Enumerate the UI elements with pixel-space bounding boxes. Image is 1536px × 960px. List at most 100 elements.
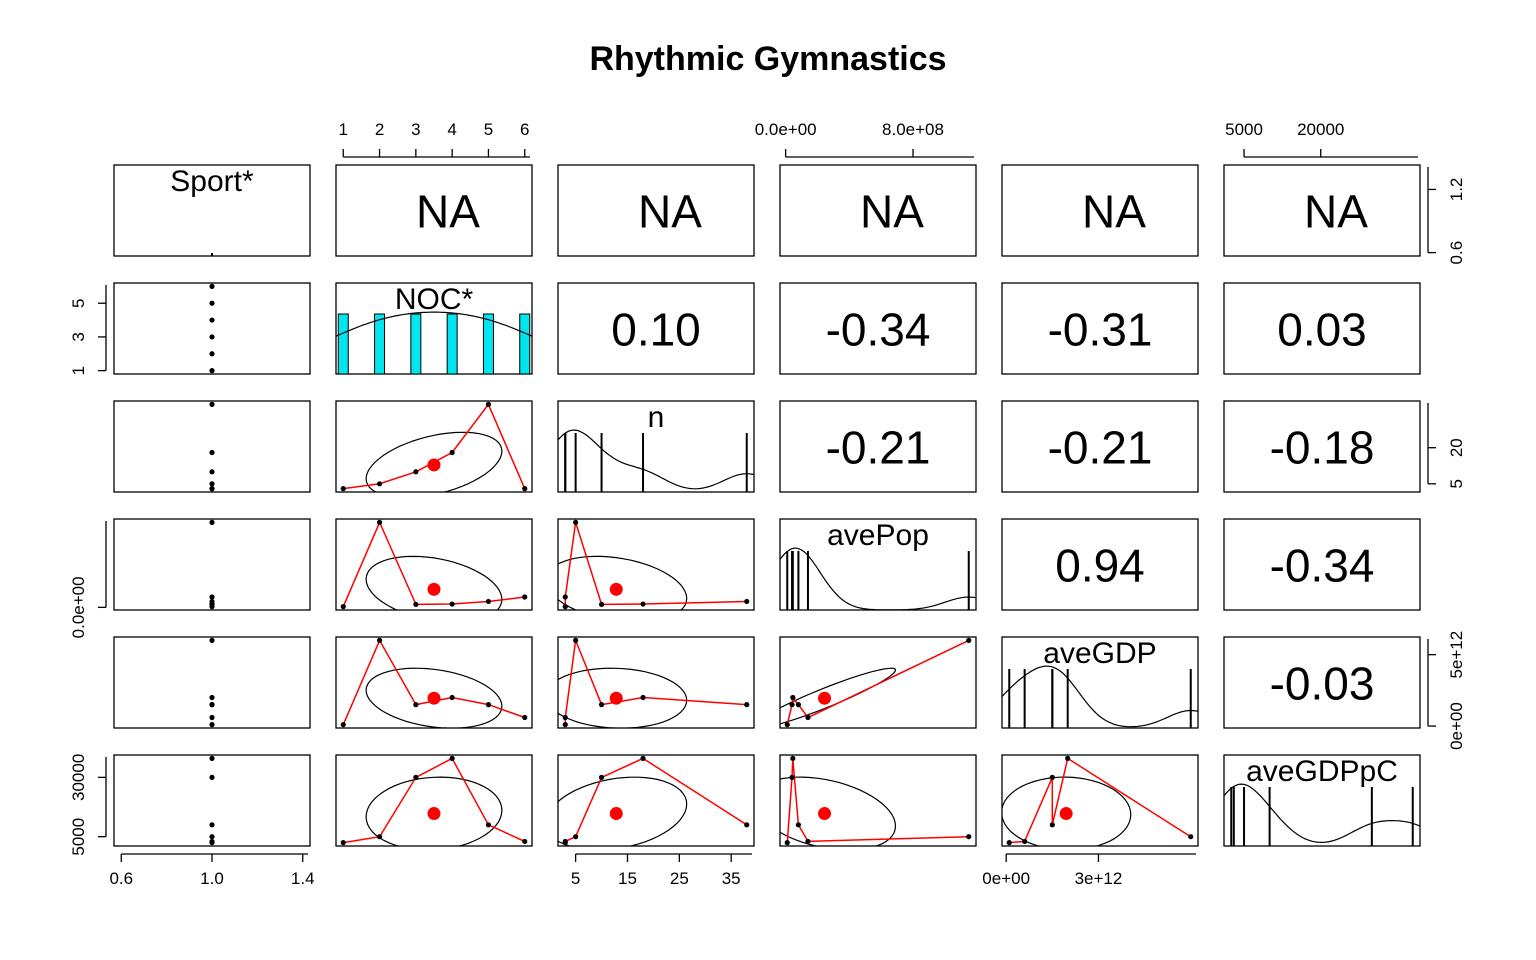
panel-frame-3-4 [1001,518,1199,611]
correlation-0-2: NA [638,186,702,238]
panel-frame-3-0 [113,518,311,611]
data-point-4-0-0 [209,722,215,728]
axis-top-1: 1 2 3 4 5 6 [339,120,530,158]
data-point-5-0-5 [209,838,215,845]
diagonal-3: avePop [779,519,977,611]
tick-label-right-4-1: 5e+12 [1447,631,1466,679]
data-point-4-1-5 [522,714,528,721]
tick-label-right-0-0: 0.6 [1447,241,1466,265]
tick-label-bottom-2-0: 5 [571,869,580,888]
tick-label-top-5-1: 20000 [1297,120,1344,139]
histogram-bar-2 [410,313,422,375]
panel-frame-1-4 [1001,282,1199,375]
panel-frame-2-5 [1223,400,1421,493]
data-point-5-3-5 [805,838,811,845]
correlation-ellipse-5-1 [365,776,503,846]
tick-label-top-1-3: 4 [447,120,456,139]
smooth-line-3-2 [564,522,747,607]
correlation-3-4: 0.94 [1055,540,1145,592]
tick-label-right-2-0: 5 [1447,479,1466,488]
correlation-2-3: -0.21 [826,422,931,474]
data-point-5-4-0 [1006,840,1012,846]
tick-label-bottom-2-3: 35 [722,869,741,888]
tick-label-bottom-2-1: 15 [618,869,637,888]
panel-frame-1-0 [113,282,311,375]
tick-label-bottom-2-2: 25 [670,869,689,888]
panel-frame-2-3 [779,400,977,493]
variable-label-4: aveGDP [1043,637,1156,670]
data-point-5-2-5 [562,838,568,845]
tick-label-bottom-4-0: 0e+00 [982,869,1030,888]
data-point-5-3-3 [790,755,796,761]
mean-point-2-1 [427,458,441,472]
data-point-3-0-4 [209,598,215,605]
panel-frame-1-1 [335,282,533,375]
density-curve-1 [335,311,533,337]
data-point-5-1-1 [376,834,383,840]
tick-label-bottom-0-1: 1.0 [200,869,224,888]
diagonal-4: aveGDP [1001,637,1199,728]
smooth-line-5-2 [564,757,748,843]
smooth-line-4-3 [786,639,970,725]
correlation-ellipse-3-2 [558,555,688,610]
histogram-bar-0 [337,313,349,375]
tick-label-bottom-4-1: 3e+12 [1075,869,1123,888]
panel-frame-0-5 [1223,164,1421,257]
density-curve-2 [557,429,755,490]
axis-left-1: 1 3 5 [69,285,107,375]
data-point-3-1-2 [413,601,419,608]
data-point-1-0-0 [209,368,215,374]
data-point-1-0-3 [209,317,215,323]
mean-point-3-2 [609,582,623,596]
data-point-4-1-4 [485,702,492,708]
mean-point-5-2 [609,807,623,821]
data-point-5-3-4 [795,822,802,828]
scatter-panel-4-3 [780,637,972,728]
data-point-3-2-4 [744,598,750,605]
tick-label-right-2-1: 20 [1447,438,1466,457]
axis-bottom-2: 5 15 25 35 [571,853,752,888]
tick-label-right-4-0: 0e+00 [1447,702,1466,750]
data-point-3-1-3 [449,601,455,607]
tick-label-top-1-1: 2 [375,120,384,139]
variable-label-3: avePop [827,519,929,552]
data-point-4-2-4 [744,702,750,708]
scatter-panel-4-2 [558,637,750,728]
scatter-panel-2-1 [340,401,528,492]
axis-right-2: 5 20 [1427,403,1466,489]
data-point-4-3-3 [790,694,796,701]
scatter-panel-5-3 [780,755,972,846]
data-point-3-1-1 [376,519,383,525]
correlation-0-4: NA [1082,186,1146,238]
panel-frame-5-0 [113,754,311,847]
correlation-3-5: -0.34 [1270,540,1375,592]
data-point-5-1-3 [449,755,455,761]
panel-frame-4-0 [113,636,311,729]
scatter-panel-4-1 [340,637,528,728]
data-point-5-4-5 [1022,838,1028,845]
data-point-4-2-2 [598,702,605,708]
panel-frame-4-2 [557,636,755,729]
data-point-5-1-5 [522,838,528,845]
data-point-4-3-0 [784,722,790,728]
smooth-line-2-1 [343,402,526,490]
data-point-2-1-1 [376,481,383,487]
data-point-4-1-0 [340,722,346,728]
smooth-line-4-1 [342,638,525,725]
correlation-0-1: NA [416,186,480,238]
panel-frame-2-4 [1001,400,1199,493]
data-point-3-0-5 [209,594,215,600]
data-point-5-0-1 [209,834,215,840]
scatter-panel-3-0 [209,519,215,610]
tick-label-left-1-1: 3 [69,332,88,341]
data-point-3-2-1 [573,519,579,525]
variable-label-1: NOC* [395,283,474,316]
correlation-ellipse-4-2 [558,667,688,728]
data-point-5-4-2 [1049,774,1055,780]
scatter-panel-5-4 [1002,755,1194,846]
panel-frame-5-4 [1001,754,1199,847]
data-point-4-2-1 [573,637,579,643]
diagonal-5: aveGDPpC [1223,755,1421,846]
correlation-0-5: NA [1304,186,1368,238]
